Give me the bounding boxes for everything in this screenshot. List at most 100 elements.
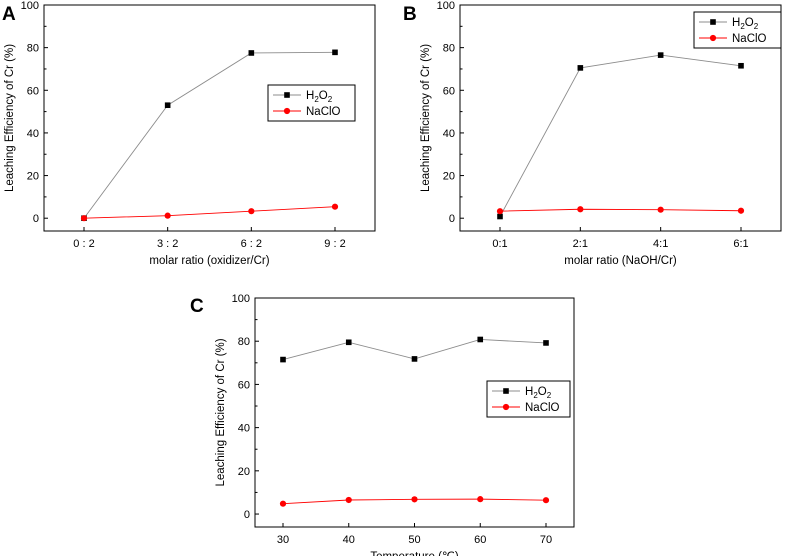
- data-point-H2O2: [411, 356, 418, 362]
- data-point-NaClO: [345, 496, 352, 504]
- x-tick-label: 2:1: [573, 238, 588, 250]
- y-tick-label: 60: [443, 85, 455, 97]
- y-tick-label: 0: [449, 213, 455, 225]
- x-tick-label: 0 : 2: [73, 238, 94, 250]
- panel-label: B: [403, 4, 417, 25]
- x-axis-label: molar ratio (NaOH/Cr): [564, 255, 677, 267]
- data-point-NaClO: [331, 203, 339, 210]
- series-line-NaClO: [83, 206, 336, 219]
- chart-panel-C: 0 20 40 60 80 100 30 40 50 60 70 Temperature (℃) Lea…: [190, 293, 575, 556]
- plot-frame: [43, 4, 376, 232]
- x-tick-label: 50: [408, 534, 420, 546]
- y-tick-label: 80: [443, 43, 455, 55]
- data-point-H2O2: [280, 356, 286, 363]
- x-tick-label: 30: [277, 534, 289, 546]
- legend-label-H2O2: H2O2: [306, 90, 333, 104]
- legend: H2O2 NaClO: [486, 380, 571, 418]
- legend-marker-H2O2: [503, 388, 509, 394]
- legend-box: [267, 84, 356, 122]
- legend-box: [693, 11, 782, 49]
- series-line-H2O2: [83, 51, 336, 219]
- x-tick-label: 70: [540, 534, 552, 546]
- y-axis-label: Leaching Efficiency of Cr (%): [4, 44, 16, 192]
- x-axis-label: Temperature (℃): [370, 551, 458, 556]
- data-point-H2O2: [164, 102, 171, 109]
- legend-label-H2O2: H2O2: [732, 17, 759, 31]
- x-tick-label: 3 : 2: [157, 238, 178, 250]
- y-tick-label: 100: [21, 0, 39, 12]
- panel-label: C: [190, 296, 204, 317]
- legend-text-part: O: [745, 17, 754, 29]
- data-point-NaClO: [657, 206, 664, 213]
- data-point-H2O2: [738, 62, 744, 69]
- series-line-NaClO: [499, 208, 742, 212]
- data-point-NaClO: [577, 206, 584, 213]
- data-point-NaClO: [496, 208, 504, 215]
- legend-marker-NaClO: [709, 34, 717, 42]
- legend-subscript: 2: [754, 22, 759, 31]
- y-tick-label: 60: [27, 85, 39, 97]
- y-tick-label: 0: [33, 213, 39, 225]
- data-point-NaClO: [279, 500, 287, 507]
- data-point-NaClO: [248, 208, 255, 215]
- x-tick-label: 0:1: [492, 238, 507, 250]
- data-point-H2O2: [497, 213, 503, 220]
- data-point-NaClO: [80, 215, 88, 222]
- y-tick-label: 20: [27, 171, 39, 183]
- y-tick-label: 40: [27, 128, 39, 140]
- legend-box: [486, 380, 571, 418]
- data-point-H2O2: [577, 65, 584, 71]
- legend-subscript: 2: [547, 391, 552, 400]
- legend-subscript: 2: [740, 22, 745, 31]
- data-point-NaClO: [164, 212, 171, 219]
- panel-label: A: [2, 4, 16, 25]
- legend-marker-H2O2: [284, 92, 290, 98]
- y-tick-label: 0: [244, 509, 250, 521]
- legend-marker-NaClO: [502, 403, 510, 411]
- data-point-H2O2: [657, 52, 664, 58]
- plot-frame: [459, 4, 782, 232]
- y-tick-label: 20: [443, 171, 455, 183]
- legend-subscript: 2: [533, 391, 538, 400]
- y-tick-label: 80: [238, 336, 250, 348]
- x-tick-label: 9 : 2: [324, 238, 345, 250]
- data-point-H2O2: [332, 49, 338, 56]
- y-tick-label: 60: [238, 379, 250, 391]
- legend-text-part: O: [319, 90, 328, 102]
- legend-label-H2O2: H2O2: [525, 386, 552, 400]
- y-tick-label: 80: [27, 43, 39, 55]
- x-tick-label: 60: [474, 534, 486, 546]
- chart-panel-B: 0 20 40 60 80 100 0:1 2:1 4:1 6:1 molar ratio (NaO…: [403, 0, 782, 267]
- y-tick-label: 100: [232, 293, 250, 305]
- y-tick-label: 40: [238, 423, 250, 435]
- data-point-H2O2: [345, 339, 352, 346]
- x-tick-label: 40: [343, 534, 355, 546]
- x-axis-label: molar ratio (oxidizer/Cr): [149, 255, 269, 267]
- legend-subscript: 2: [328, 95, 333, 104]
- data-point-NaClO: [411, 496, 418, 503]
- legend-text-part: H: [525, 386, 533, 398]
- data-point-NaClO: [542, 497, 550, 504]
- y-tick-label: 40: [443, 128, 455, 140]
- y-tick-label: 100: [437, 0, 455, 12]
- data-point-NaClO: [477, 496, 484, 503]
- legend-label-NaClO: NaClO: [732, 33, 767, 45]
- legend-text-part: H: [732, 17, 740, 29]
- y-axis-label: Leaching Efficiency of Cr (%): [420, 44, 432, 192]
- legend-marker-NaClO: [283, 107, 291, 115]
- data-point-H2O2: [477, 336, 484, 343]
- legend-marker-H2O2: [710, 19, 716, 25]
- legend-text-part: H: [306, 90, 314, 102]
- legend-label-NaClO: NaClO: [525, 402, 560, 414]
- legend-label-NaClO: NaClO: [306, 106, 341, 118]
- x-tick-label: 6:1: [733, 238, 748, 250]
- y-tick-label: 20: [238, 466, 250, 478]
- y-axis-label: Leaching Efficiency of Cr (%): [215, 338, 227, 486]
- data-point-H2O2: [543, 340, 549, 346]
- data-point-H2O2: [248, 50, 255, 56]
- chart-panel-A: 0 20 40 60 80 100 0 : 2 3 : 2 6 : 2 9 : 2 molar ra…: [2, 0, 376, 267]
- x-tick-label: 4:1: [653, 238, 668, 250]
